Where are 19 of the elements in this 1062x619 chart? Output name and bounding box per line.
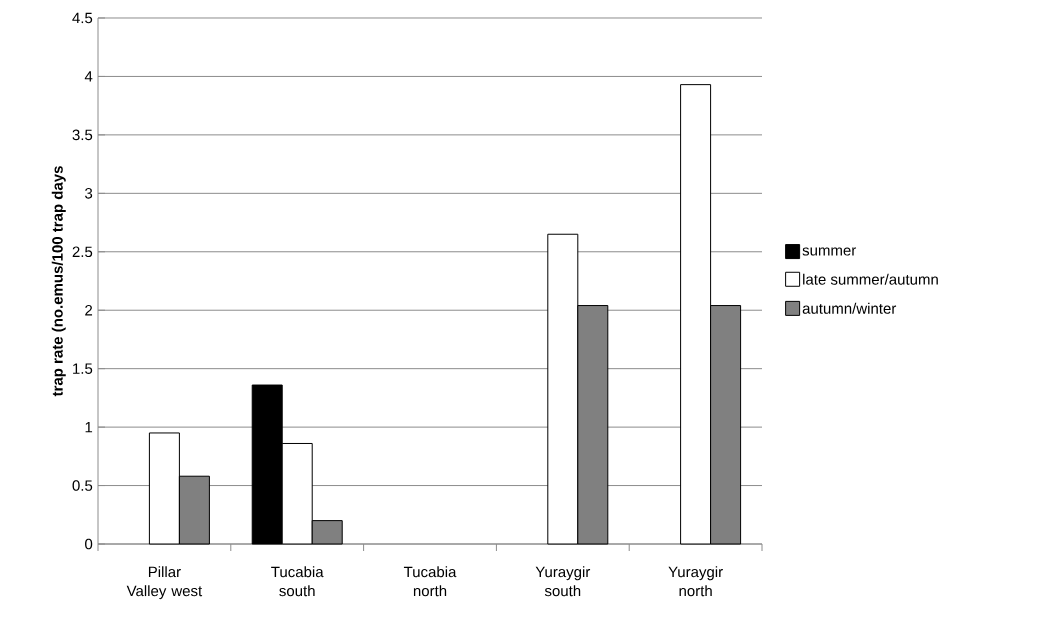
x-tick-label: Yuraygir north <box>668 566 723 597</box>
y-tick-label: 3 <box>85 188 93 199</box>
y-tick-label: 1.5 <box>73 363 93 374</box>
legend-label: autumn/winter <box>802 302 897 314</box>
legend-label: summer <box>802 247 857 256</box>
x-tick-label: Yuraygir south <box>535 566 591 597</box>
y-tick-label: 1 <box>85 421 93 433</box>
legend-label: late summer/autumn <box>803 273 938 285</box>
x-tick-label: Pillar Valley west <box>126 566 203 600</box>
x-tick-label: Tucabia north <box>403 566 457 597</box>
y-tick-label: 2.5 <box>72 246 93 258</box>
y-tick-label: 4.5 <box>72 12 93 24</box>
x-tick-label: Tucabia south <box>271 566 324 597</box>
y-axis-title: trap rate (no.emus/100 trap days <box>51 166 66 397</box>
y-tick-label: 0 <box>85 538 93 550</box>
y-tick-label: 0.5 <box>72 480 93 491</box>
y-tick-label: 2 <box>85 304 93 316</box>
y-tick-label: 4 <box>84 71 93 82</box>
y-tick-label: 3.5 <box>72 129 93 141</box>
